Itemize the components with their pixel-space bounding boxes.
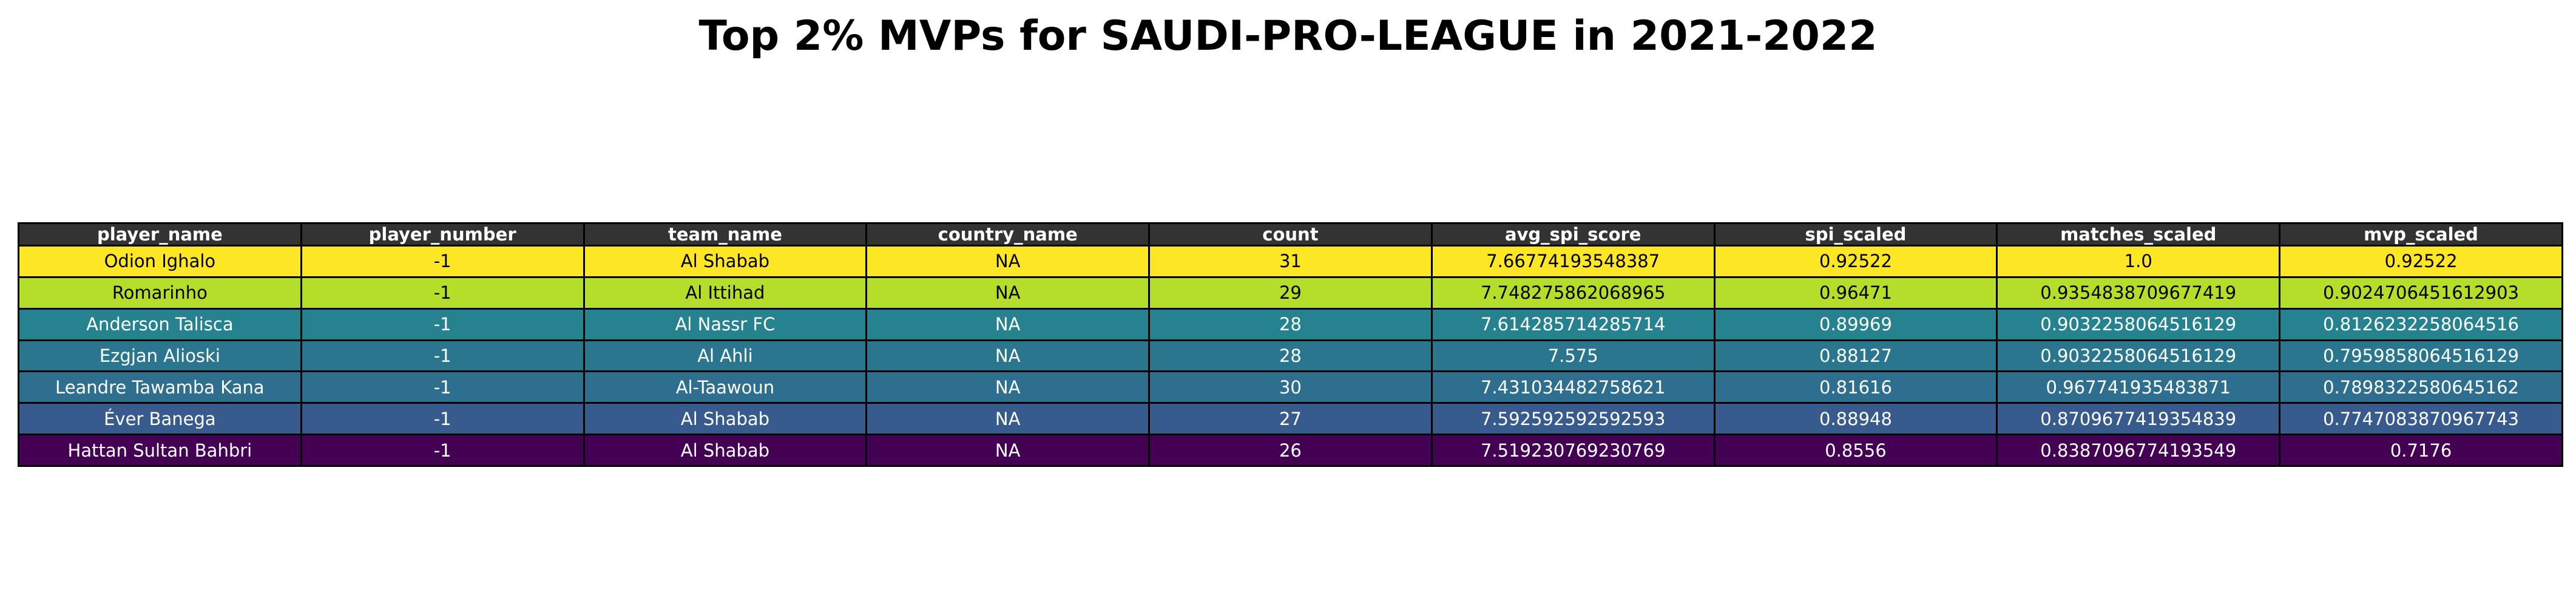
column-header-matches-scaled: matches_scaled [1996, 222, 2281, 247]
column-header-player-name: player_name [18, 222, 302, 247]
cell-country-name: NA [865, 370, 1151, 404]
cell-matches-scaled: 0.8387096774193549 [1996, 434, 2281, 467]
cell-spi-scaled: 0.8556 [1713, 434, 1998, 467]
cell-avg-spi-score: 7.592592592592593 [1430, 402, 1716, 436]
cell-team-name: Al Shabab [583, 245, 868, 278]
cell-team-name: Al Ahli [583, 339, 868, 373]
cell-matches-scaled: 0.8709677419354839 [1996, 402, 2281, 436]
cell-avg-spi-score: 7.519230769230769 [1430, 434, 1716, 467]
cell-player-number: -1 [300, 370, 585, 404]
cell-player-number: -1 [300, 434, 585, 467]
cell-mvp-scaled: 0.8126232258064516 [2279, 307, 2563, 341]
cell-count: 29 [1148, 276, 1433, 310]
column-header-count: count [1148, 222, 1433, 247]
cell-spi-scaled: 0.96471 [1713, 276, 1998, 310]
cell-matches-scaled: 1.0 [1996, 245, 2281, 278]
column-header-player-number: player_number [300, 222, 585, 247]
cell-matches-scaled: 0.9032258064516129 [1996, 339, 2281, 373]
cell-mvp-scaled: 0.7959858064516129 [2279, 339, 2563, 373]
table-row: Odion Ighalo -1 Al Shabab NA 31 7.66774193548… [18, 245, 2563, 278]
cell-avg-spi-score: 7.575 [1430, 339, 1716, 373]
cell-avg-spi-score: 7.431034482758621 [1430, 370, 1716, 404]
chart-title: Top 2% MVPs for SAUDI-PRO-LEAGUE in 2021… [698, 12, 1878, 60]
cell-matches-scaled: 0.9354838709677419 [1996, 276, 2281, 310]
cell-player-number: -1 [300, 307, 585, 341]
cell-matches-scaled: 0.967741935483871 [1996, 370, 2281, 404]
cell-mvp-scaled: 0.92522 [2279, 245, 2563, 278]
cell-team-name: Al Shabab [583, 434, 868, 467]
cell-team-name: Al Ittihad [583, 276, 868, 310]
table-row: Ezgjan Alioski -1 Al Ahli NA 28 7.575 0.88127 0… [18, 339, 2563, 373]
cell-count: 31 [1148, 245, 1433, 278]
cell-player-name: Leandre Tawamba Kana [18, 370, 302, 404]
table-body: Odion Ighalo -1 Al Shabab NA 31 7.66774193548… [18, 245, 2563, 467]
cell-count: 28 [1148, 307, 1433, 341]
cell-country-name: NA [865, 402, 1151, 436]
cell-count: 26 [1148, 434, 1433, 467]
cell-spi-scaled: 0.92522 [1713, 245, 1998, 278]
header-row: player_name player_number team_name country… [18, 222, 2563, 247]
table-row: Éver Banega -1 Al Shabab NA 27 7.592592592592… [18, 402, 2563, 436]
cell-player-name: Hattan Sultan Bahbri [18, 434, 302, 467]
cell-avg-spi-score: 7.614285714285714 [1430, 307, 1716, 341]
table-row: Romarinho -1 Al Ittihad NA 29 7.7482758620689… [18, 276, 2563, 310]
cell-country-name: NA [865, 307, 1151, 341]
cell-player-number: -1 [300, 402, 585, 436]
table-row: Anderson Talisca -1 Al Nassr FC NA 28 7.61428… [18, 307, 2563, 341]
cell-count: 28 [1148, 339, 1433, 373]
cell-mvp-scaled: 0.7747083870967743 [2279, 402, 2563, 436]
column-header-mvp-scaled: mvp_scaled [2279, 222, 2563, 247]
cell-avg-spi-score: 7.66774193548387 [1430, 245, 1716, 278]
column-header-team-name: team_name [583, 222, 868, 247]
cell-mvp-scaled: 0.7898322580645162 [2279, 370, 2563, 404]
cell-player-name: Éver Banega [18, 402, 302, 436]
cell-matches-scaled: 0.9032258064516129 [1996, 307, 2281, 341]
cell-spi-scaled: 0.81616 [1713, 370, 1998, 404]
cell-player-number: -1 [300, 245, 585, 278]
mvp-table: player_name player_number team_name country… [18, 222, 2563, 467]
cell-player-name: Romarinho [18, 276, 302, 310]
table-row: Hattan Sultan Bahbri -1 Al Shabab NA 26 7.519… [18, 434, 2563, 467]
cell-player-name: Odion Ighalo [18, 245, 302, 278]
cell-player-number: -1 [300, 276, 585, 310]
table-row: Leandre Tawamba Kana -1 Al-Taawoun NA 30 7.43… [18, 370, 2563, 404]
cell-country-name: NA [865, 245, 1151, 278]
cell-player-name: Anderson Talisca [18, 307, 302, 341]
cell-player-number: -1 [300, 339, 585, 373]
cell-spi-scaled: 0.88127 [1713, 339, 1998, 373]
cell-count: 27 [1148, 402, 1433, 436]
cell-mvp-scaled: 0.7176 [2279, 434, 2563, 467]
cell-team-name: Al Nassr FC [583, 307, 868, 341]
cell-avg-spi-score: 7.748275862068965 [1430, 276, 1716, 310]
cell-team-name: Al-Taawoun [583, 370, 868, 404]
cell-spi-scaled: 0.88948 [1713, 402, 1998, 436]
cell-spi-scaled: 0.89969 [1713, 307, 1998, 341]
column-header-country-name: country_name [865, 222, 1151, 247]
cell-country-name: NA [865, 339, 1151, 373]
column-header-avg-spi-score: avg_spi_score [1430, 222, 1716, 247]
cell-country-name: NA [865, 276, 1151, 310]
cell-player-name: Ezgjan Alioski [18, 339, 302, 373]
cell-country-name: NA [865, 434, 1151, 467]
cell-count: 30 [1148, 370, 1433, 404]
column-header-spi-scaled: spi_scaled [1713, 222, 1998, 247]
cell-mvp-scaled: 0.9024706451612903 [2279, 276, 2563, 310]
cell-team-name: Al Shabab [583, 402, 868, 436]
